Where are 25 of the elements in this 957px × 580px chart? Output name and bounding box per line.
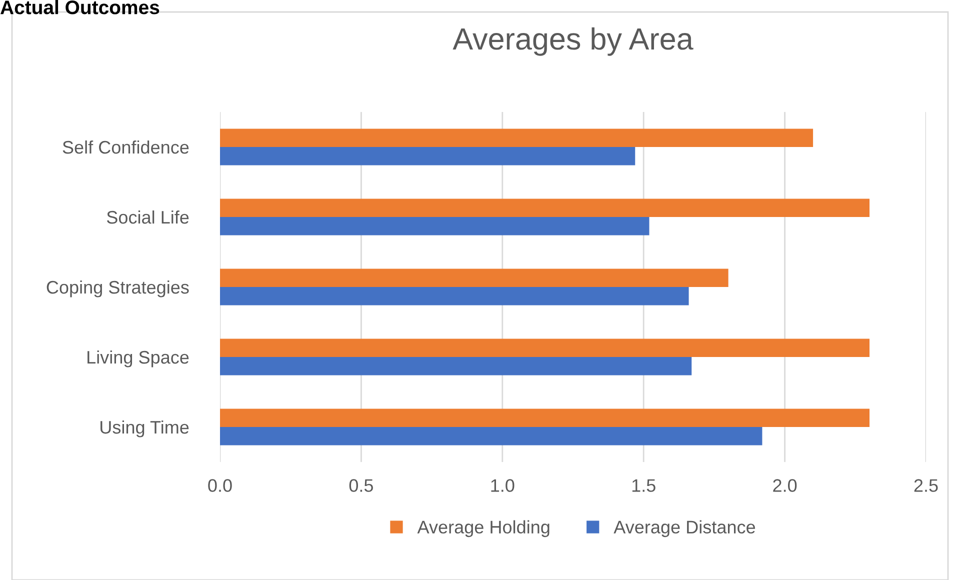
y-tick-label: Using Time — [100, 420, 189, 438]
bar — [220, 408, 870, 427]
bar — [220, 427, 762, 446]
legend-label: Average Holding — [417, 520, 550, 538]
x-tick-label: 2.5 — [914, 479, 938, 492]
x-tick-label: 1.0 — [491, 479, 514, 492]
legend-label: Average Distance — [614, 520, 756, 538]
bar — [220, 268, 728, 287]
bar — [220, 198, 870, 217]
y-tick-label: Self Confidence — [62, 140, 189, 154]
x-tick-label: 2.0 — [773, 479, 797, 492]
text: Actual Outcomes — [0, 0, 160, 14]
bar — [220, 338, 870, 357]
x-tick-label: 0.5 — [349, 479, 373, 492]
x-tick-label: 0.0 — [208, 479, 232, 492]
bar — [220, 357, 692, 376]
y-tick-label: Social Life — [106, 210, 189, 224]
y-tick-label: Living Space — [88, 350, 189, 368]
bar — [220, 128, 814, 147]
y-tick-label: Coping Strategies — [46, 280, 189, 298]
bar — [220, 217, 650, 236]
x-tick-label: 1.5 — [632, 479, 656, 492]
bar — [220, 287, 689, 306]
chart-title: Averages by Area — [452, 27, 694, 56]
bar — [220, 147, 636, 166]
